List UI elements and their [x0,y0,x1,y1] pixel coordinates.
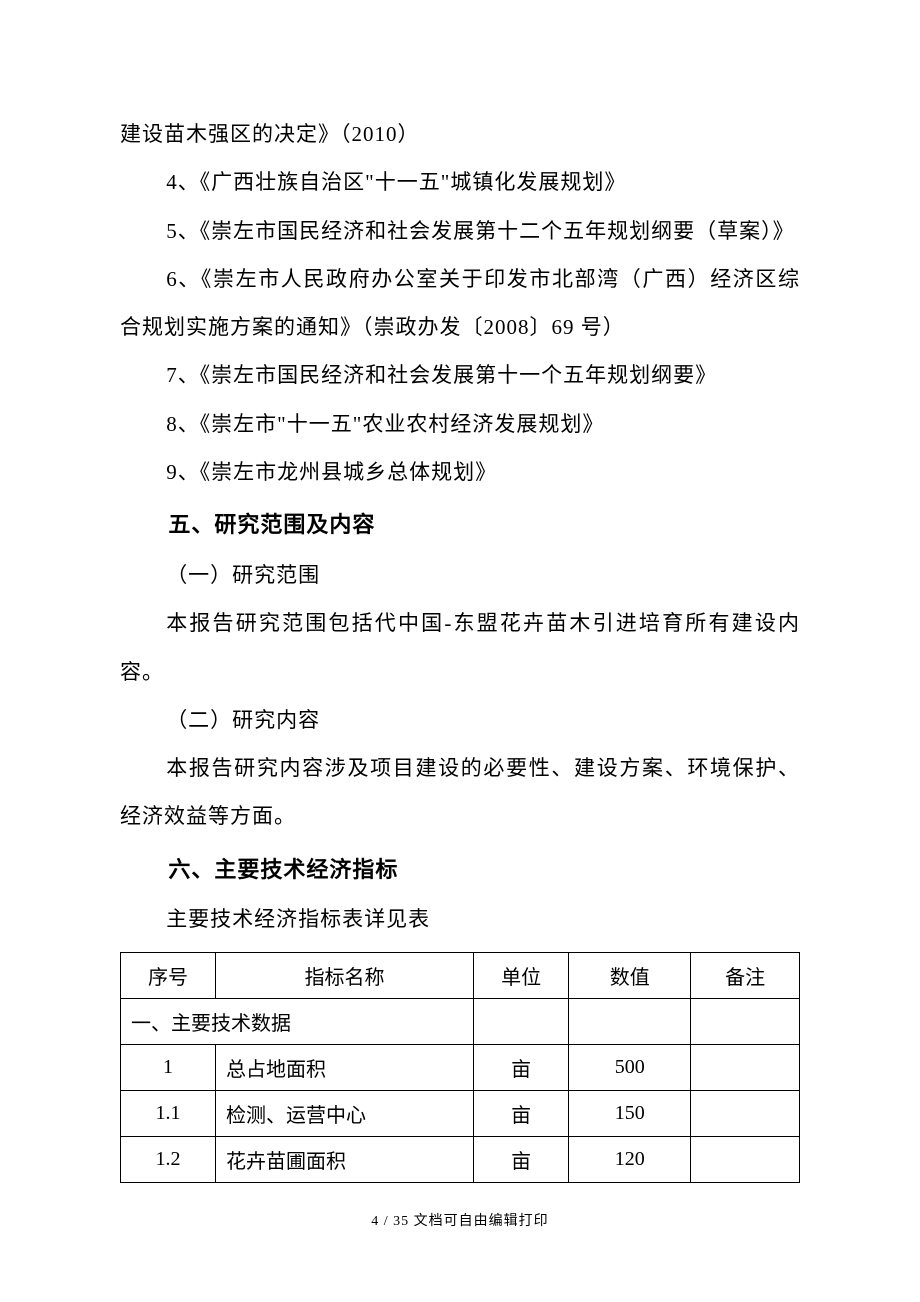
cell-name: 花卉苗圃面积 [216,1136,474,1182]
cell-name: 检测、运营中心 [216,1090,474,1136]
indicator-table: 序号 指标名称 单位 数值 备注 一、主要技术数据 1 总占地面积 亩 500 … [120,952,800,1183]
subheading-5-1: （一）研究范围 [120,551,800,599]
cell-note [691,1044,800,1090]
heading-section-5: 五、研究范围及内容 [120,500,800,551]
document-page: 建设苗木强区的决定》（2010） 4、《广西壮族自治区"十一五"城镇化发展规划》… [0,0,920,1302]
table-row: 1.1 检测、运营中心 亩 150 [121,1090,800,1136]
subheading-5-2: （二）研究内容 [120,696,800,744]
table-header-row: 序号 指标名称 单位 数值 备注 [121,952,800,998]
th-name: 指标名称 [216,952,474,998]
th-unit: 单位 [474,952,569,998]
list-item-5: 5、《崇左市国民经济和社会发展第十二个五年规划纲要（草案）》 [120,207,800,255]
section-empty [691,998,800,1044]
cell-value: 120 [569,1136,691,1182]
section-empty [569,998,691,1044]
table-row: 1.2 花卉苗圃面积 亩 120 [121,1136,800,1182]
cell-unit: 亩 [474,1044,569,1090]
table-row: 1 总占地面积 亩 500 [121,1044,800,1090]
cell-value: 500 [569,1044,691,1090]
para-content: 本报告研究内容涉及项目建设的必要性、建设方案、环境保护、经济效益等方面。 [120,744,800,841]
heading-section-6: 六、主要技术经济指标 [120,845,800,896]
cell-seq: 1.1 [121,1090,216,1136]
list-item-7: 7、《崇左市国民经济和社会发展第十一个五年规划纲要》 [120,351,800,399]
cell-seq: 1.2 [121,1136,216,1182]
para-scope: 本报告研究范围包括代中国-东盟花卉苗木引进培育所有建设内容。 [120,599,800,696]
section-label: 一、主要技术数据 [121,998,474,1044]
cell-note [691,1136,800,1182]
list-item-9: 9、《崇左市龙州县城乡总体规划》 [120,448,800,496]
cell-seq: 1 [121,1044,216,1090]
list-item-8: 8、《崇左市"十一五"农业农村经济发展规划》 [120,400,800,448]
section-empty [474,998,569,1044]
para-continuation: 建设苗木强区的决定》（2010） [120,110,800,158]
list-item-6: 6、《崇左市人民政府办公室关于印发市北部湾（广西）经济区综合规划实施方案的通知》… [120,255,800,352]
cell-unit: 亩 [474,1090,569,1136]
list-item-4: 4、《广西壮族自治区"十一五"城镇化发展规划》 [120,158,800,206]
th-seq: 序号 [121,952,216,998]
page-footer: 4 / 35 文档可自由编辑打印 [0,1210,920,1230]
cell-value: 150 [569,1090,691,1136]
th-value: 数值 [569,952,691,998]
cell-unit: 亩 [474,1136,569,1182]
cell-name: 总占地面积 [216,1044,474,1090]
th-note: 备注 [691,952,800,998]
cell-note [691,1090,800,1136]
table-section-row: 一、主要技术数据 [121,998,800,1044]
table-caption: 主要技术经济指标表详见表 [120,895,800,943]
